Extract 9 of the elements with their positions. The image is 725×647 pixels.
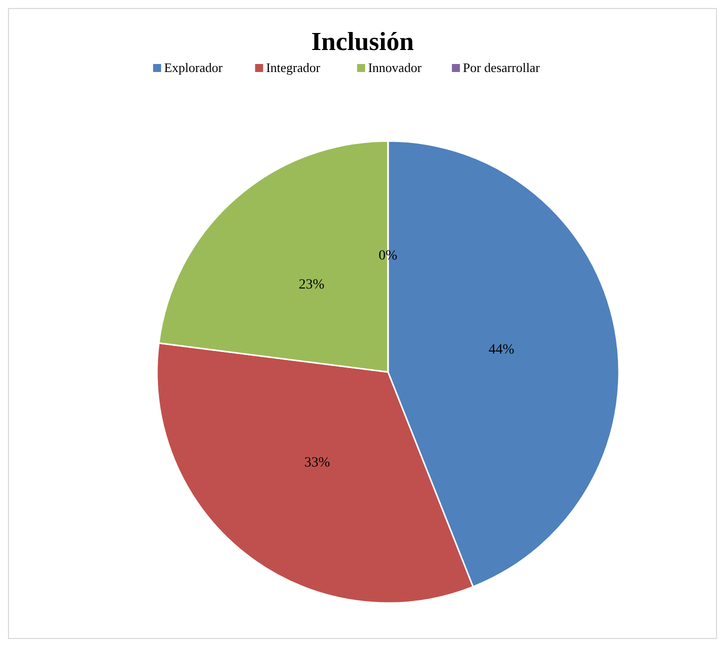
legend-label: Explorador	[164, 60, 224, 75]
legend-label: Integrador	[266, 60, 321, 75]
legend-label: Innovador	[368, 60, 422, 75]
data-label: 33%	[304, 455, 330, 470]
data-label: 23%	[298, 278, 325, 293]
text: 0%	[378, 248, 398, 264]
legend-label: Por desarrollar	[462, 60, 540, 75]
chart-title: Inclusión	[311, 27, 414, 56]
data-label: 44%	[488, 342, 515, 358]
